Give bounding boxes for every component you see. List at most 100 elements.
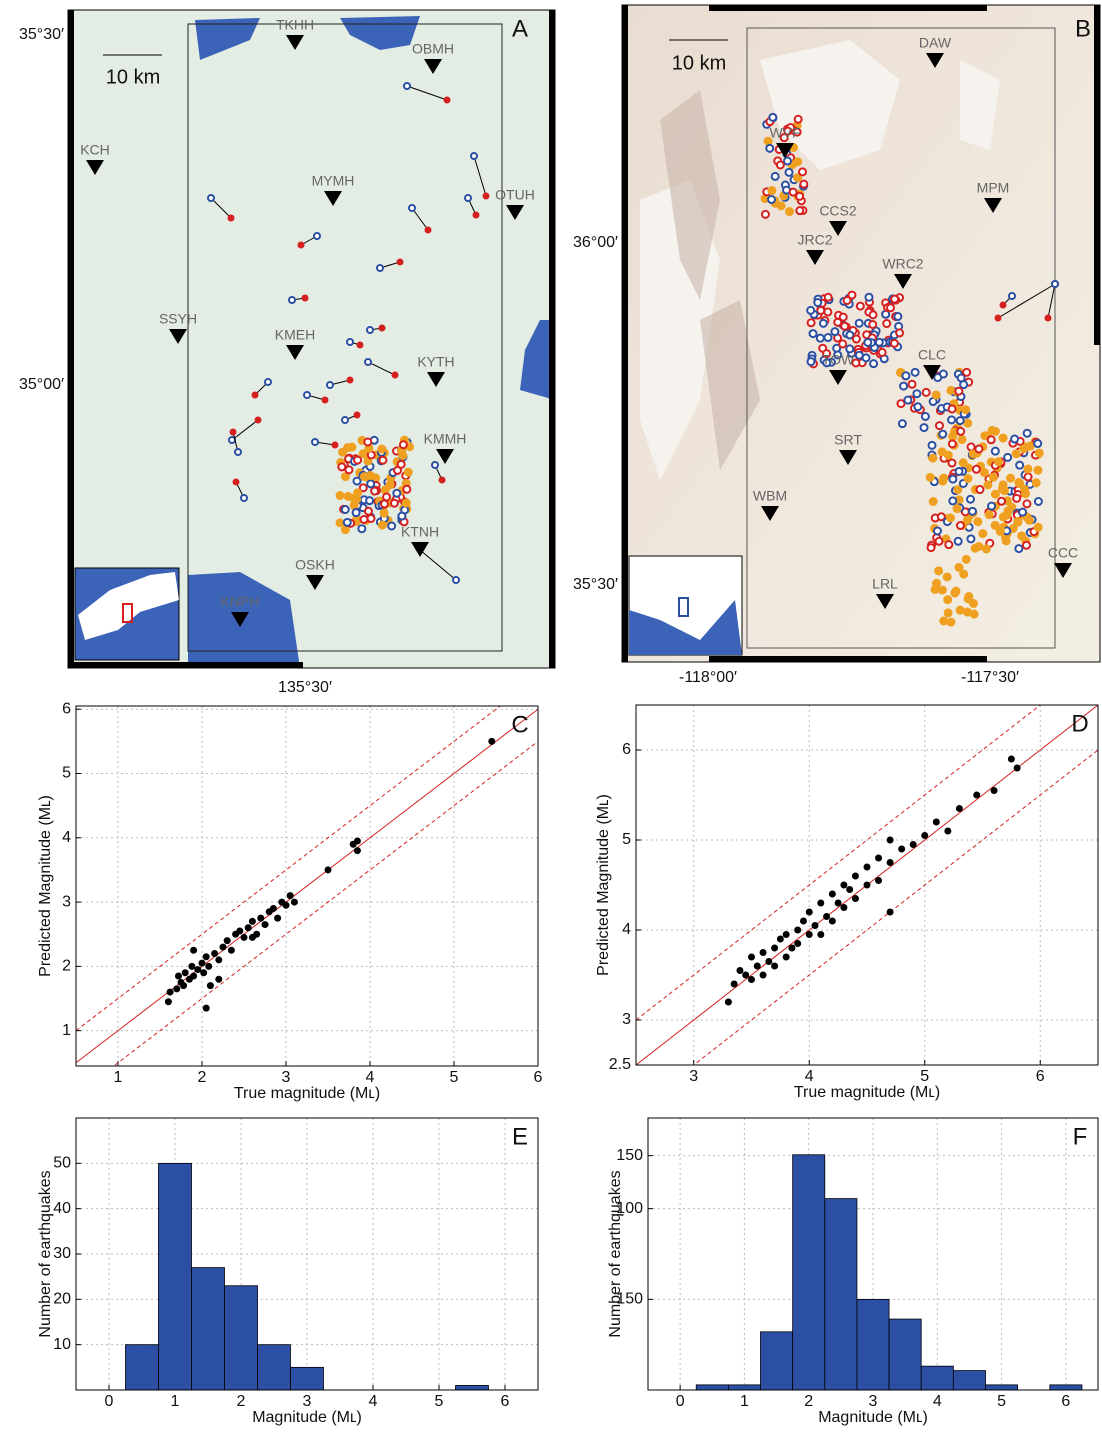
point — [864, 882, 871, 889]
event-dot — [869, 321, 876, 328]
x-tick-label: 0 — [105, 1393, 114, 1410]
map-a: 10 km A 35°30′ 35°00′ 135°30′ — [19, 10, 555, 696]
station-label: MPM — [977, 180, 1010, 196]
event-dot — [391, 500, 398, 507]
point — [175, 973, 182, 980]
event-dot — [947, 619, 954, 626]
point — [991, 787, 998, 794]
y-tick-label: 150 — [616, 1147, 643, 1164]
y-tick-label: 2 — [62, 958, 71, 975]
x-tick-label: 5 — [450, 1069, 459, 1086]
event-dot — [465, 195, 471, 201]
event-dot — [957, 417, 964, 424]
station-label: WRC2 — [882, 256, 923, 272]
point — [933, 819, 940, 826]
event-dot — [1026, 517, 1033, 524]
event-dot — [865, 294, 872, 301]
y-tick-label: 40 — [53, 1200, 71, 1217]
lat-label: 35°00′ — [19, 376, 64, 393]
station-label: SSYH — [159, 311, 197, 327]
station-label: KMEH — [275, 327, 315, 343]
event-dot — [922, 413, 929, 420]
y-tick-label: 3 — [622, 1011, 631, 1028]
event-dot — [1020, 445, 1027, 452]
event-dot — [948, 460, 955, 467]
event-dot — [841, 323, 848, 330]
event-dot — [371, 488, 378, 495]
event-dot — [444, 97, 451, 104]
event-dot — [839, 340, 846, 347]
y-tick-label: 2.5 — [609, 1056, 631, 1073]
y-tick-label: 30 — [53, 1245, 71, 1262]
y-tick-label: 1 — [62, 1022, 71, 1039]
event-dot — [405, 469, 412, 476]
station-label: KNPH — [221, 594, 260, 610]
y-axis-label: Predicted Magnitude (Mʟ) — [37, 795, 54, 977]
event-dot — [831, 328, 838, 335]
figure: 10 km A 35°30′ 35°00′ 135°30′ 10 km B 36… — [0, 0, 1102, 1434]
x-tick-label: 4 — [805, 1068, 814, 1085]
x-axis-label: True magnitude (Mʟ) — [794, 1084, 940, 1101]
event-dot — [403, 486, 410, 493]
point — [817, 931, 824, 938]
event-dot — [992, 428, 999, 435]
event-dot — [930, 498, 937, 505]
point — [211, 950, 218, 957]
event-dot — [997, 526, 1004, 533]
bar — [793, 1155, 825, 1390]
event-dot — [354, 478, 361, 485]
point — [165, 998, 172, 1005]
panel-label: F — [1073, 1123, 1088, 1150]
event-dot — [790, 189, 797, 196]
event-dot — [233, 479, 240, 486]
x-tick-label: 2 — [198, 1069, 207, 1086]
event-dot — [1013, 495, 1020, 502]
bar — [456, 1385, 489, 1390]
point — [205, 963, 212, 970]
event-dot — [347, 377, 354, 384]
point — [180, 982, 187, 989]
event-dot — [453, 577, 459, 583]
event-dot — [353, 509, 360, 516]
point — [754, 963, 761, 970]
event-dot — [912, 369, 919, 376]
point — [325, 866, 332, 873]
event-dot — [382, 487, 389, 494]
event-dot — [381, 501, 388, 508]
point — [794, 927, 801, 934]
event-dot — [1033, 479, 1040, 486]
point — [840, 882, 847, 889]
frame-bar — [709, 5, 987, 11]
event-dot — [1003, 537, 1010, 544]
bar — [825, 1199, 857, 1390]
y-tick-label: 10 — [53, 1336, 71, 1353]
event-dot — [404, 83, 410, 89]
point — [220, 944, 227, 951]
event-dot — [954, 486, 961, 493]
point — [898, 846, 905, 853]
event-dot — [975, 543, 982, 550]
y-tick-label: 3 — [62, 893, 71, 910]
event-dot — [796, 207, 803, 214]
event-dot — [990, 474, 997, 481]
event-dot — [879, 349, 886, 356]
event-dot — [1004, 454, 1011, 461]
event-dot — [964, 609, 971, 616]
event-dot — [856, 352, 863, 359]
y-tick-label: 20 — [53, 1291, 71, 1308]
event-dot — [1024, 430, 1031, 437]
point — [354, 847, 361, 854]
event-dot — [955, 564, 962, 571]
event-dot — [947, 514, 954, 521]
event-dot — [786, 169, 793, 176]
point — [777, 936, 784, 943]
event-dot — [814, 299, 821, 306]
event-dot — [810, 330, 817, 337]
event-dot — [973, 466, 980, 473]
event-dot — [929, 455, 936, 462]
station-label: KCH — [80, 142, 110, 158]
event-dot — [398, 513, 405, 520]
y-axis-label: Number of earthquakes — [37, 1170, 54, 1337]
station-label: JRC2 — [797, 232, 832, 248]
point — [887, 859, 894, 866]
